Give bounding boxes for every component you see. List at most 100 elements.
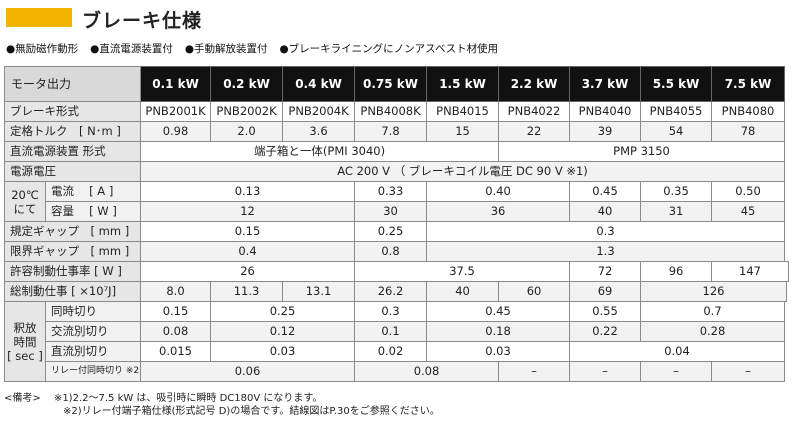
- group-label-20c: 20℃ にて: [4, 181, 46, 222]
- cell: 0.12: [210, 321, 356, 342]
- cell: 0.28: [640, 321, 786, 342]
- row-label: 総制動仕事 [ ×10⁷J]: [3, 281, 142, 302]
- cell: 3.6: [282, 121, 356, 142]
- column-header: 2.2 kW: [498, 66, 571, 102]
- column-header: 0.1 kW: [140, 66, 212, 102]
- cell: 15: [426, 121, 500, 142]
- cell: 2.0: [210, 121, 284, 142]
- cell: 0.4: [140, 241, 356, 262]
- cell: 96: [640, 261, 713, 282]
- cell: 0.22: [569, 321, 642, 342]
- cell: 26.2: [354, 281, 428, 302]
- cell: 0.25: [210, 301, 356, 322]
- cell: AC 200 V （ ブレーキコイル電圧 DC 90 V ※1): [140, 161, 786, 182]
- cell: 0.18: [426, 321, 571, 342]
- table-row: ブレーキ形式 PNB2001K PNB2002K PNB2004K PNB400…: [3, 101, 789, 122]
- cell: 1.3: [426, 241, 786, 262]
- cell: 0.8: [354, 241, 428, 262]
- cell: 36: [426, 201, 571, 222]
- table-row: 定格トルク [ N･m ] 0.98 2.0 3.6 7.8 15 22 39 …: [3, 121, 789, 142]
- cell: 22: [498, 121, 571, 142]
- cell: 11.3: [210, 281, 284, 302]
- table-row: 許容制動仕事率 [ W ] 26 37.5 72 96 147: [3, 261, 789, 282]
- cell: 0.13: [140, 181, 356, 202]
- feature-item: ●手動解放装置付: [184, 43, 268, 55]
- column-header: 1.5 kW: [426, 66, 500, 102]
- cell: –: [569, 361, 642, 382]
- cell: PNB2001K: [140, 101, 212, 122]
- row-label: リレー付同時切り ※2): [44, 361, 142, 382]
- cell: PNB2002K: [210, 101, 284, 122]
- cell: PNB4015: [426, 101, 500, 122]
- table-row: 釈放 時間 [ sec ] 同時切り 0.15 0.25 0.3 0.45 0.…: [4, 301, 789, 382]
- cell: 45: [711, 201, 786, 222]
- note-line: <備考> ※1)2.2～7.5 kW は、吸引時に瞬時 DC180V になります…: [4, 393, 323, 404]
- cell: 0.015: [140, 341, 212, 362]
- cell: 0.25: [354, 221, 428, 242]
- column-header: 3.7 kW: [569, 66, 642, 102]
- cell: 0.40: [426, 181, 571, 202]
- cell: 0.7: [640, 301, 786, 322]
- cell: 0.06: [140, 361, 356, 382]
- cell: 0.3: [354, 301, 428, 322]
- table-row: 総制動仕事 [ ×10⁷J] 8.0 11.3 13.1 26.2 40 60 …: [3, 281, 789, 302]
- group-label-line: [ sec ]: [7, 348, 43, 363]
- table-row: 限界ギャップ [ mm ] 0.4 0.8 1.3: [3, 241, 789, 262]
- cell: 31: [640, 201, 713, 222]
- row-label: 許容制動仕事率 [ W ]: [3, 261, 142, 282]
- cell: 0.45: [426, 301, 571, 322]
- cell: 147: [711, 261, 789, 282]
- cell: PMP 3150: [498, 141, 786, 162]
- group-label-line: 時間: [13, 334, 37, 349]
- notes: <備考> ※1)2.2～7.5 kW は、吸引時に瞬時 DC180V になります…: [4, 392, 440, 418]
- cell: –: [498, 361, 571, 382]
- cell: 39: [569, 121, 642, 142]
- cell: 54: [640, 121, 713, 142]
- group-label-line: にて: [13, 201, 37, 216]
- cell: 0.35: [640, 181, 713, 202]
- cell: –: [640, 361, 713, 382]
- row-label: 電源電圧: [3, 161, 142, 182]
- group-label-line: 釈放: [13, 320, 37, 335]
- table-row: 規定ギャップ [ mm ] 0.15 0.25 0.3: [3, 221, 789, 242]
- row-label: 定格トルク [ N･m ]: [3, 121, 142, 142]
- cell: PNB4008K: [354, 101, 428, 122]
- cell: PNB4055: [640, 101, 713, 122]
- table-row: 直流別切り 0.015 0.03 0.02 0.03 0.04: [5, 341, 789, 362]
- feature-item: ●無励磁作動形: [6, 43, 79, 55]
- row-label: 直流電源装置 形式: [3, 141, 142, 162]
- row-label: ブレーキ形式: [3, 101, 142, 122]
- table-row: リレー付同時切り ※2) 0.06 0.08 – – – –: [5, 361, 789, 382]
- row-label: 直流別切り: [44, 341, 142, 362]
- cell: 78: [711, 121, 786, 142]
- cell: 69: [569, 281, 642, 302]
- cell: PNB4040: [569, 101, 642, 122]
- note-line: ※2)リレー付端子箱仕様(形式記号 D)の場合です。結線図はP.30をご参照くだ…: [63, 406, 440, 417]
- cell: 72: [569, 261, 642, 282]
- table-row: 20℃ にて 電流 [ A ] 0.13 0.33 0.40 0.45 0.35…: [4, 181, 789, 222]
- cell: 7.8: [354, 121, 428, 142]
- cell: PNB4022: [498, 101, 571, 122]
- cell: 60: [498, 281, 571, 302]
- cell: 0.3: [426, 221, 786, 242]
- column-header: 0.4 kW: [282, 66, 356, 102]
- feature-item: ●直流電源装置付: [90, 43, 173, 55]
- cell: 0.15: [140, 221, 356, 242]
- row-label: 容量 [ W ]: [44, 201, 142, 222]
- cell: PNB2004K: [282, 101, 356, 122]
- row-label: 交流別切り: [44, 321, 142, 342]
- column-header: 0.2 kW: [210, 66, 284, 102]
- row-label: 規定ギャップ [ mm ]: [3, 221, 142, 242]
- cell: 13.1: [282, 281, 356, 302]
- table-row: 交流別切り 0.08 0.12 0.1 0.18 0.22 0.28: [5, 321, 789, 342]
- cell: 30: [354, 201, 428, 222]
- title-accent-bar: [6, 8, 72, 27]
- row-label: 限界ギャップ [ mm ]: [3, 241, 142, 262]
- cell: 0.98: [140, 121, 212, 142]
- cell: 40: [569, 201, 642, 222]
- cell: 40: [426, 281, 500, 302]
- cell: 0.08: [354, 361, 500, 382]
- cell: 0.08: [140, 321, 212, 342]
- cell: –: [711, 361, 786, 382]
- cell: 0.55: [569, 301, 642, 322]
